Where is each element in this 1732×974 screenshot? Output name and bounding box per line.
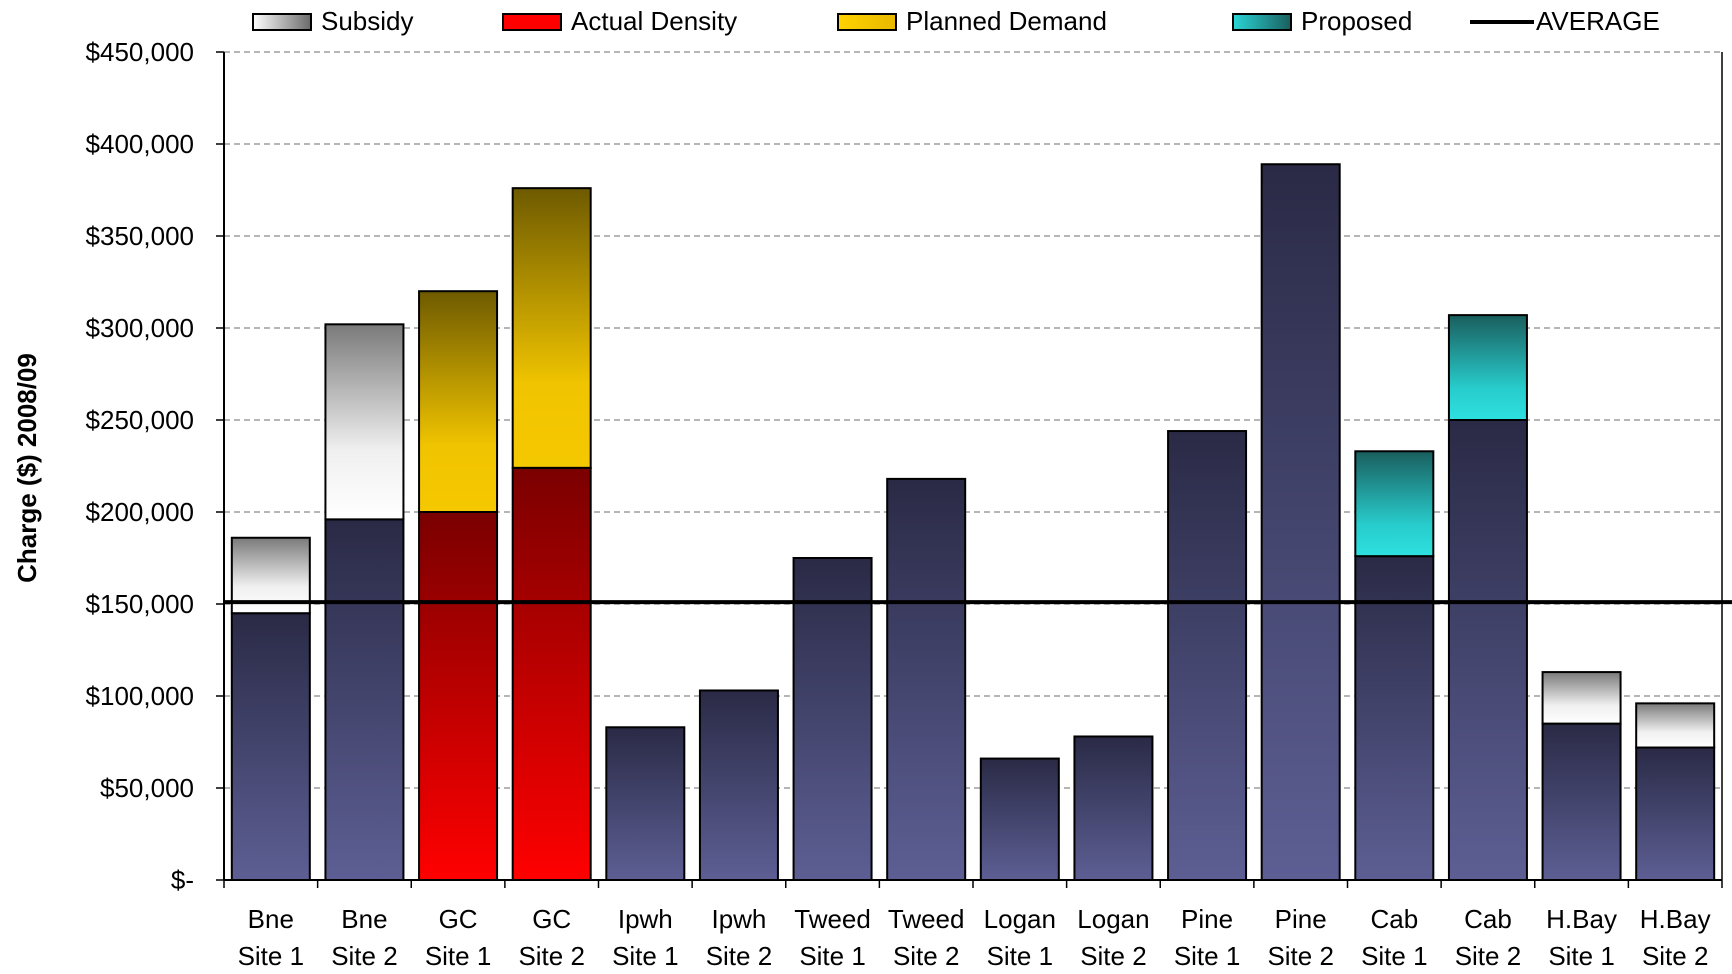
- bar-base: [605, 726, 686, 882]
- y-tick-label: $150,000: [86, 589, 194, 619]
- x-category-sublabel: Site 1: [1548, 941, 1615, 971]
- bar-base: [230, 612, 311, 881]
- legend-swatch: [1232, 13, 1292, 31]
- bar-base: [1354, 555, 1435, 881]
- x-category-sublabel: Site 2: [331, 941, 398, 971]
- bar-segment-subsidy: [1635, 702, 1716, 749]
- bar-base: [1167, 430, 1248, 881]
- y-tick-label: $50,000: [100, 773, 194, 803]
- x-category-label: GC: [439, 904, 478, 934]
- bar-base: [1447, 419, 1528, 881]
- x-category-label: H.Bay: [1640, 904, 1711, 934]
- x-category-label: Pine: [1181, 904, 1233, 934]
- bar-segment-planned-demand: [418, 290, 499, 514]
- bar-base: [1260, 163, 1341, 882]
- y-tick-label: $100,000: [86, 681, 194, 711]
- legend: Subsidy Actual Density Planned Demand Propo…: [252, 6, 1660, 36]
- legend-swatch: [837, 13, 897, 31]
- bar-base: [792, 557, 873, 881]
- x-category-label: Pine: [1275, 904, 1327, 934]
- legend-label: AVERAGE: [1536, 6, 1660, 36]
- bar-base: [1635, 746, 1716, 882]
- x-category-sublabel: Site 2: [893, 941, 960, 971]
- x-category-sublabel: Site 2: [518, 941, 585, 971]
- x-tick-labels: Bne Site 1 Bne Site 2 GC Site 1 GC Site 2 Ipwh Si…: [238, 904, 1711, 971]
- bar-base: [1541, 722, 1622, 881]
- bar-base: [886, 477, 967, 881]
- y-axis-label: Charge ($) 2008/09: [12, 353, 42, 583]
- bar-base: [1073, 735, 1154, 881]
- legend-label: Subsidy: [321, 6, 414, 36]
- x-category-sublabel: Site 2: [1455, 941, 1522, 971]
- bar-segment-subsidy: [324, 323, 405, 521]
- x-category-sublabel: Site 2: [1642, 941, 1709, 971]
- legend-label: Proposed: [1301, 6, 1412, 36]
- y-tick-label: $350,000: [86, 221, 194, 251]
- bar-segment-proposed: [1447, 314, 1528, 421]
- x-category-sublabel: Site 1: [238, 941, 305, 971]
- bar-base: [979, 757, 1060, 881]
- x-category-sublabel: Site 1: [612, 941, 679, 971]
- bar-base: [324, 518, 405, 881]
- y-tick-label: $400,000: [86, 129, 194, 159]
- bar-segment-actual-density: [511, 466, 592, 881]
- legend-swatch: [252, 13, 312, 31]
- y-tick-label: $-: [171, 865, 194, 895]
- y-tick-labels: $- $50,000 $100,000 $150,000 $200,000 $250,00…: [86, 37, 194, 895]
- x-category-label: Logan: [1077, 904, 1149, 934]
- y-tick-label: $450,000: [86, 37, 194, 67]
- legend-label: Actual Density: [571, 6, 737, 36]
- x-category-label: GC: [532, 904, 571, 934]
- x-category-label: Ipwh: [711, 904, 766, 934]
- x-category-label: Tweed: [794, 904, 871, 934]
- axes: [216, 51, 1723, 888]
- legend-swatch: [502, 13, 562, 31]
- y-tick-label: $250,000: [86, 405, 194, 435]
- x-category-label: Ipwh: [618, 904, 673, 934]
- y-tick-label: $300,000: [86, 313, 194, 343]
- legend-label: Planned Demand: [906, 6, 1107, 36]
- x-category-sublabel: Site 1: [1361, 941, 1428, 971]
- x-category-label: Cab: [1464, 904, 1512, 934]
- x-category-label: Bne: [341, 904, 387, 934]
- bar-segment-planned-demand: [511, 187, 592, 469]
- bars: [230, 163, 1716, 882]
- x-category-sublabel: Site 2: [706, 941, 773, 971]
- x-category-sublabel: Site 1: [425, 941, 492, 971]
- x-category-sublabel: Site 1: [1174, 941, 1241, 971]
- bar-segment-subsidy: [1541, 671, 1622, 725]
- x-category-sublabel: Site 1: [799, 941, 866, 971]
- bar-base: [698, 689, 779, 881]
- x-category-sublabel: Site 1: [987, 941, 1054, 971]
- bar-segment-actual-density: [418, 511, 499, 881]
- bar-segment-proposed: [1354, 450, 1435, 558]
- x-category-label: Tweed: [888, 904, 965, 934]
- x-category-sublabel: Site 2: [1267, 941, 1334, 971]
- x-category-label: Bne: [248, 904, 294, 934]
- x-category-label: H.Bay: [1546, 904, 1617, 934]
- x-category-sublabel: Site 2: [1080, 941, 1147, 971]
- x-category-label: Logan: [984, 904, 1056, 934]
- x-category-label: Cab: [1370, 904, 1418, 934]
- y-tick-label: $200,000: [86, 497, 194, 527]
